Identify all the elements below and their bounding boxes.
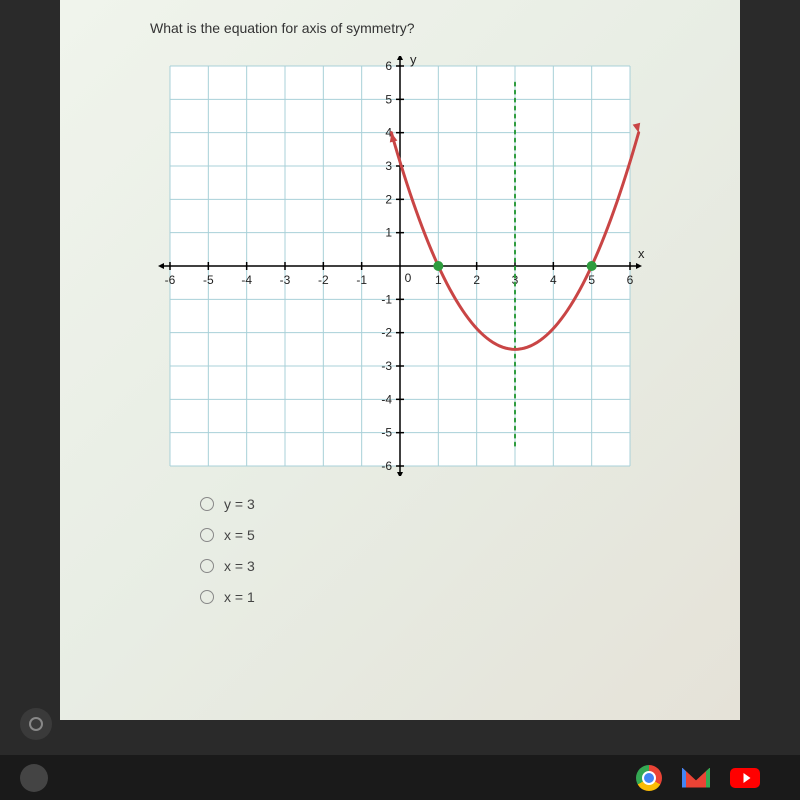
answer-options: y = 3 x = 5 x = 3 x = 1: [200, 496, 700, 605]
svg-text:-5: -5: [203, 273, 214, 287]
svg-text:-1: -1: [381, 292, 392, 306]
svg-text:2: 2: [385, 192, 392, 206]
svg-text:-4: -4: [381, 392, 392, 406]
chart-container: -6-5-4-3-2-10123456-6-5-4-3-2-1123456yx: [100, 56, 700, 476]
question-text: What is the equation for axis of symmetr…: [150, 20, 700, 36]
launcher-icon[interactable]: [20, 764, 48, 792]
circle-icon: [29, 717, 43, 731]
app-window: What is the equation for axis of symmetr…: [60, 0, 740, 720]
youtube-icon[interactable]: [730, 768, 760, 788]
svg-text:1: 1: [385, 226, 392, 240]
svg-text:-3: -3: [381, 359, 392, 373]
radio-icon: [200, 528, 214, 542]
option-c[interactable]: x = 3: [200, 558, 700, 574]
svg-text:-6: -6: [381, 459, 392, 473]
svg-text:6: 6: [385, 59, 392, 73]
chrome-icon[interactable]: [636, 765, 662, 791]
svg-text:0: 0: [405, 271, 412, 285]
svg-text:-2: -2: [381, 326, 392, 340]
svg-text:4: 4: [550, 273, 557, 287]
option-label: x = 1: [224, 589, 255, 605]
radio-icon: [200, 559, 214, 573]
svg-text:-2: -2: [318, 273, 329, 287]
home-button[interactable]: [20, 708, 52, 740]
svg-text:3: 3: [385, 159, 392, 173]
option-label: x = 3: [224, 558, 255, 574]
option-b[interactable]: x = 5: [200, 527, 700, 543]
svg-text:5: 5: [385, 92, 392, 106]
svg-text:2: 2: [473, 273, 480, 287]
svg-text:-5: -5: [381, 426, 392, 440]
svg-text:-4: -4: [241, 273, 252, 287]
option-label: y = 3: [224, 496, 255, 512]
radio-icon: [200, 590, 214, 604]
svg-text:x: x: [638, 246, 645, 261]
svg-text:1: 1: [435, 273, 442, 287]
option-d[interactable]: x = 1: [200, 589, 700, 605]
svg-text:-6: -6: [165, 273, 176, 287]
taskbar: [0, 755, 800, 800]
svg-text:-1: -1: [356, 273, 367, 287]
coordinate-chart: -6-5-4-3-2-10123456-6-5-4-3-2-1123456yx: [150, 56, 650, 476]
gmail-icon[interactable]: [682, 768, 710, 788]
radio-icon: [200, 497, 214, 511]
option-label: x = 5: [224, 527, 255, 543]
option-a[interactable]: y = 3: [200, 496, 700, 512]
svg-text:6: 6: [627, 273, 634, 287]
svg-text:y: y: [410, 56, 417, 67]
svg-text:5: 5: [588, 273, 595, 287]
svg-text:-3: -3: [280, 273, 291, 287]
